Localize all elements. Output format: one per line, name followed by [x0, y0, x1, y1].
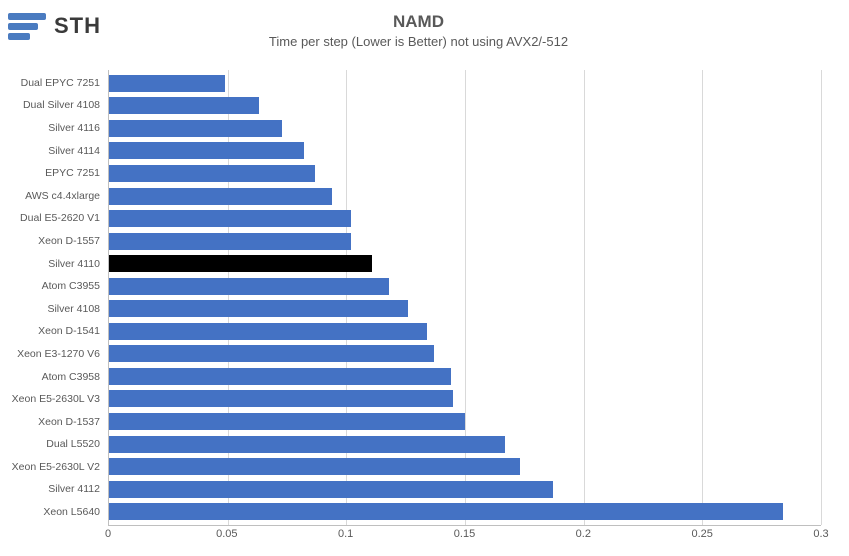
y-axis-label: Dual E5-2620 V1: [0, 210, 104, 227]
bar: [109, 390, 453, 407]
x-axis-tick: 0.1: [338, 528, 353, 540]
bar: [109, 481, 553, 498]
y-axis-label: Silver 4112: [0, 481, 104, 498]
bar-row: [109, 503, 821, 520]
y-axis-label: AWS c4.4xlarge: [0, 188, 104, 205]
bar: [109, 345, 434, 362]
bar-row: [109, 188, 821, 205]
bar-row: [109, 390, 821, 407]
bar: [109, 278, 389, 295]
bar-row: [109, 481, 821, 498]
bar-row: [109, 323, 821, 340]
y-axis-label: Atom C3955: [0, 278, 104, 295]
bars-logo-icon: [8, 8, 50, 44]
y-axis-label: Silver 4116: [0, 120, 104, 137]
bar: [109, 255, 372, 272]
bar: [109, 368, 451, 385]
bar-row: [109, 413, 821, 430]
chart-plot-area: [108, 70, 821, 526]
y-axis-label: Dual L5520: [0, 436, 104, 453]
y-axis-label: Xeon D-1541: [0, 323, 104, 340]
chart-container: STH NAMD Time per step (Lower is Better)…: [0, 0, 849, 556]
bar: [109, 436, 505, 453]
y-axis-label: Xeon D-1557: [0, 233, 104, 250]
bar-row: [109, 300, 821, 317]
bars: [109, 70, 821, 525]
bar: [109, 503, 783, 520]
bar-row: [109, 210, 821, 227]
logo: STH: [8, 8, 101, 44]
y-axis-label: Silver 4110: [0, 256, 104, 273]
y-axis-label: Atom C3958: [0, 369, 104, 386]
y-axis-label: Xeon E5-2630L V3: [0, 391, 104, 408]
bar: [109, 142, 304, 159]
bar-row: [109, 368, 821, 385]
bar: [109, 323, 427, 340]
bar: [109, 75, 225, 92]
x-axis-tick: 0.05: [216, 528, 237, 540]
y-axis-label: Dual Silver 4108: [0, 97, 104, 114]
x-axis: 00.050.10.150.20.250.3: [108, 528, 821, 544]
bar-row: [109, 120, 821, 137]
chart-title: NAMD: [8, 12, 829, 32]
y-axis-label: Silver 4114: [0, 143, 104, 160]
bar: [109, 210, 351, 227]
bar-row: [109, 233, 821, 250]
y-axis-label: Dual EPYC 7251: [0, 75, 104, 92]
x-axis-tick: 0: [105, 528, 111, 540]
x-axis-tick: 0.3: [813, 528, 828, 540]
bar-row: [109, 345, 821, 362]
y-axis-label: Xeon E3-1270 V6: [0, 346, 104, 363]
bar: [109, 458, 520, 475]
bar-row: [109, 165, 821, 182]
logo-text: STH: [54, 13, 101, 39]
bar-row: [109, 75, 821, 92]
bar-row: [109, 97, 821, 114]
grid-line: [821, 70, 822, 525]
y-axis-label: Xeon D-1537: [0, 414, 104, 431]
bar-row: [109, 458, 821, 475]
bar-row: [109, 278, 821, 295]
chart-titles: NAMD Time per step (Lower is Better) not…: [8, 12, 829, 49]
y-axis-label: EPYC 7251: [0, 165, 104, 182]
x-axis-tick: 0.15: [454, 528, 475, 540]
x-axis-tick: 0.25: [691, 528, 712, 540]
bar: [109, 188, 332, 205]
bar-row: [109, 142, 821, 159]
bar: [109, 97, 259, 114]
bar: [109, 300, 408, 317]
x-axis-tick: 0.2: [576, 528, 591, 540]
bar: [109, 233, 351, 250]
y-axis-label: Silver 4108: [0, 301, 104, 318]
bar-row: [109, 255, 821, 272]
y-axis-label: Xeon E5-2630L V2: [0, 459, 104, 476]
chart-subtitle: Time per step (Lower is Better) not usin…: [8, 34, 829, 49]
y-axis-labels: Dual EPYC 7251 Dual Silver 4108 Silver 411…: [0, 70, 104, 526]
bar-row: [109, 436, 821, 453]
bar: [109, 413, 465, 430]
bar: [109, 120, 282, 137]
bar: [109, 165, 315, 182]
y-axis-label: Xeon L5640: [0, 504, 104, 521]
